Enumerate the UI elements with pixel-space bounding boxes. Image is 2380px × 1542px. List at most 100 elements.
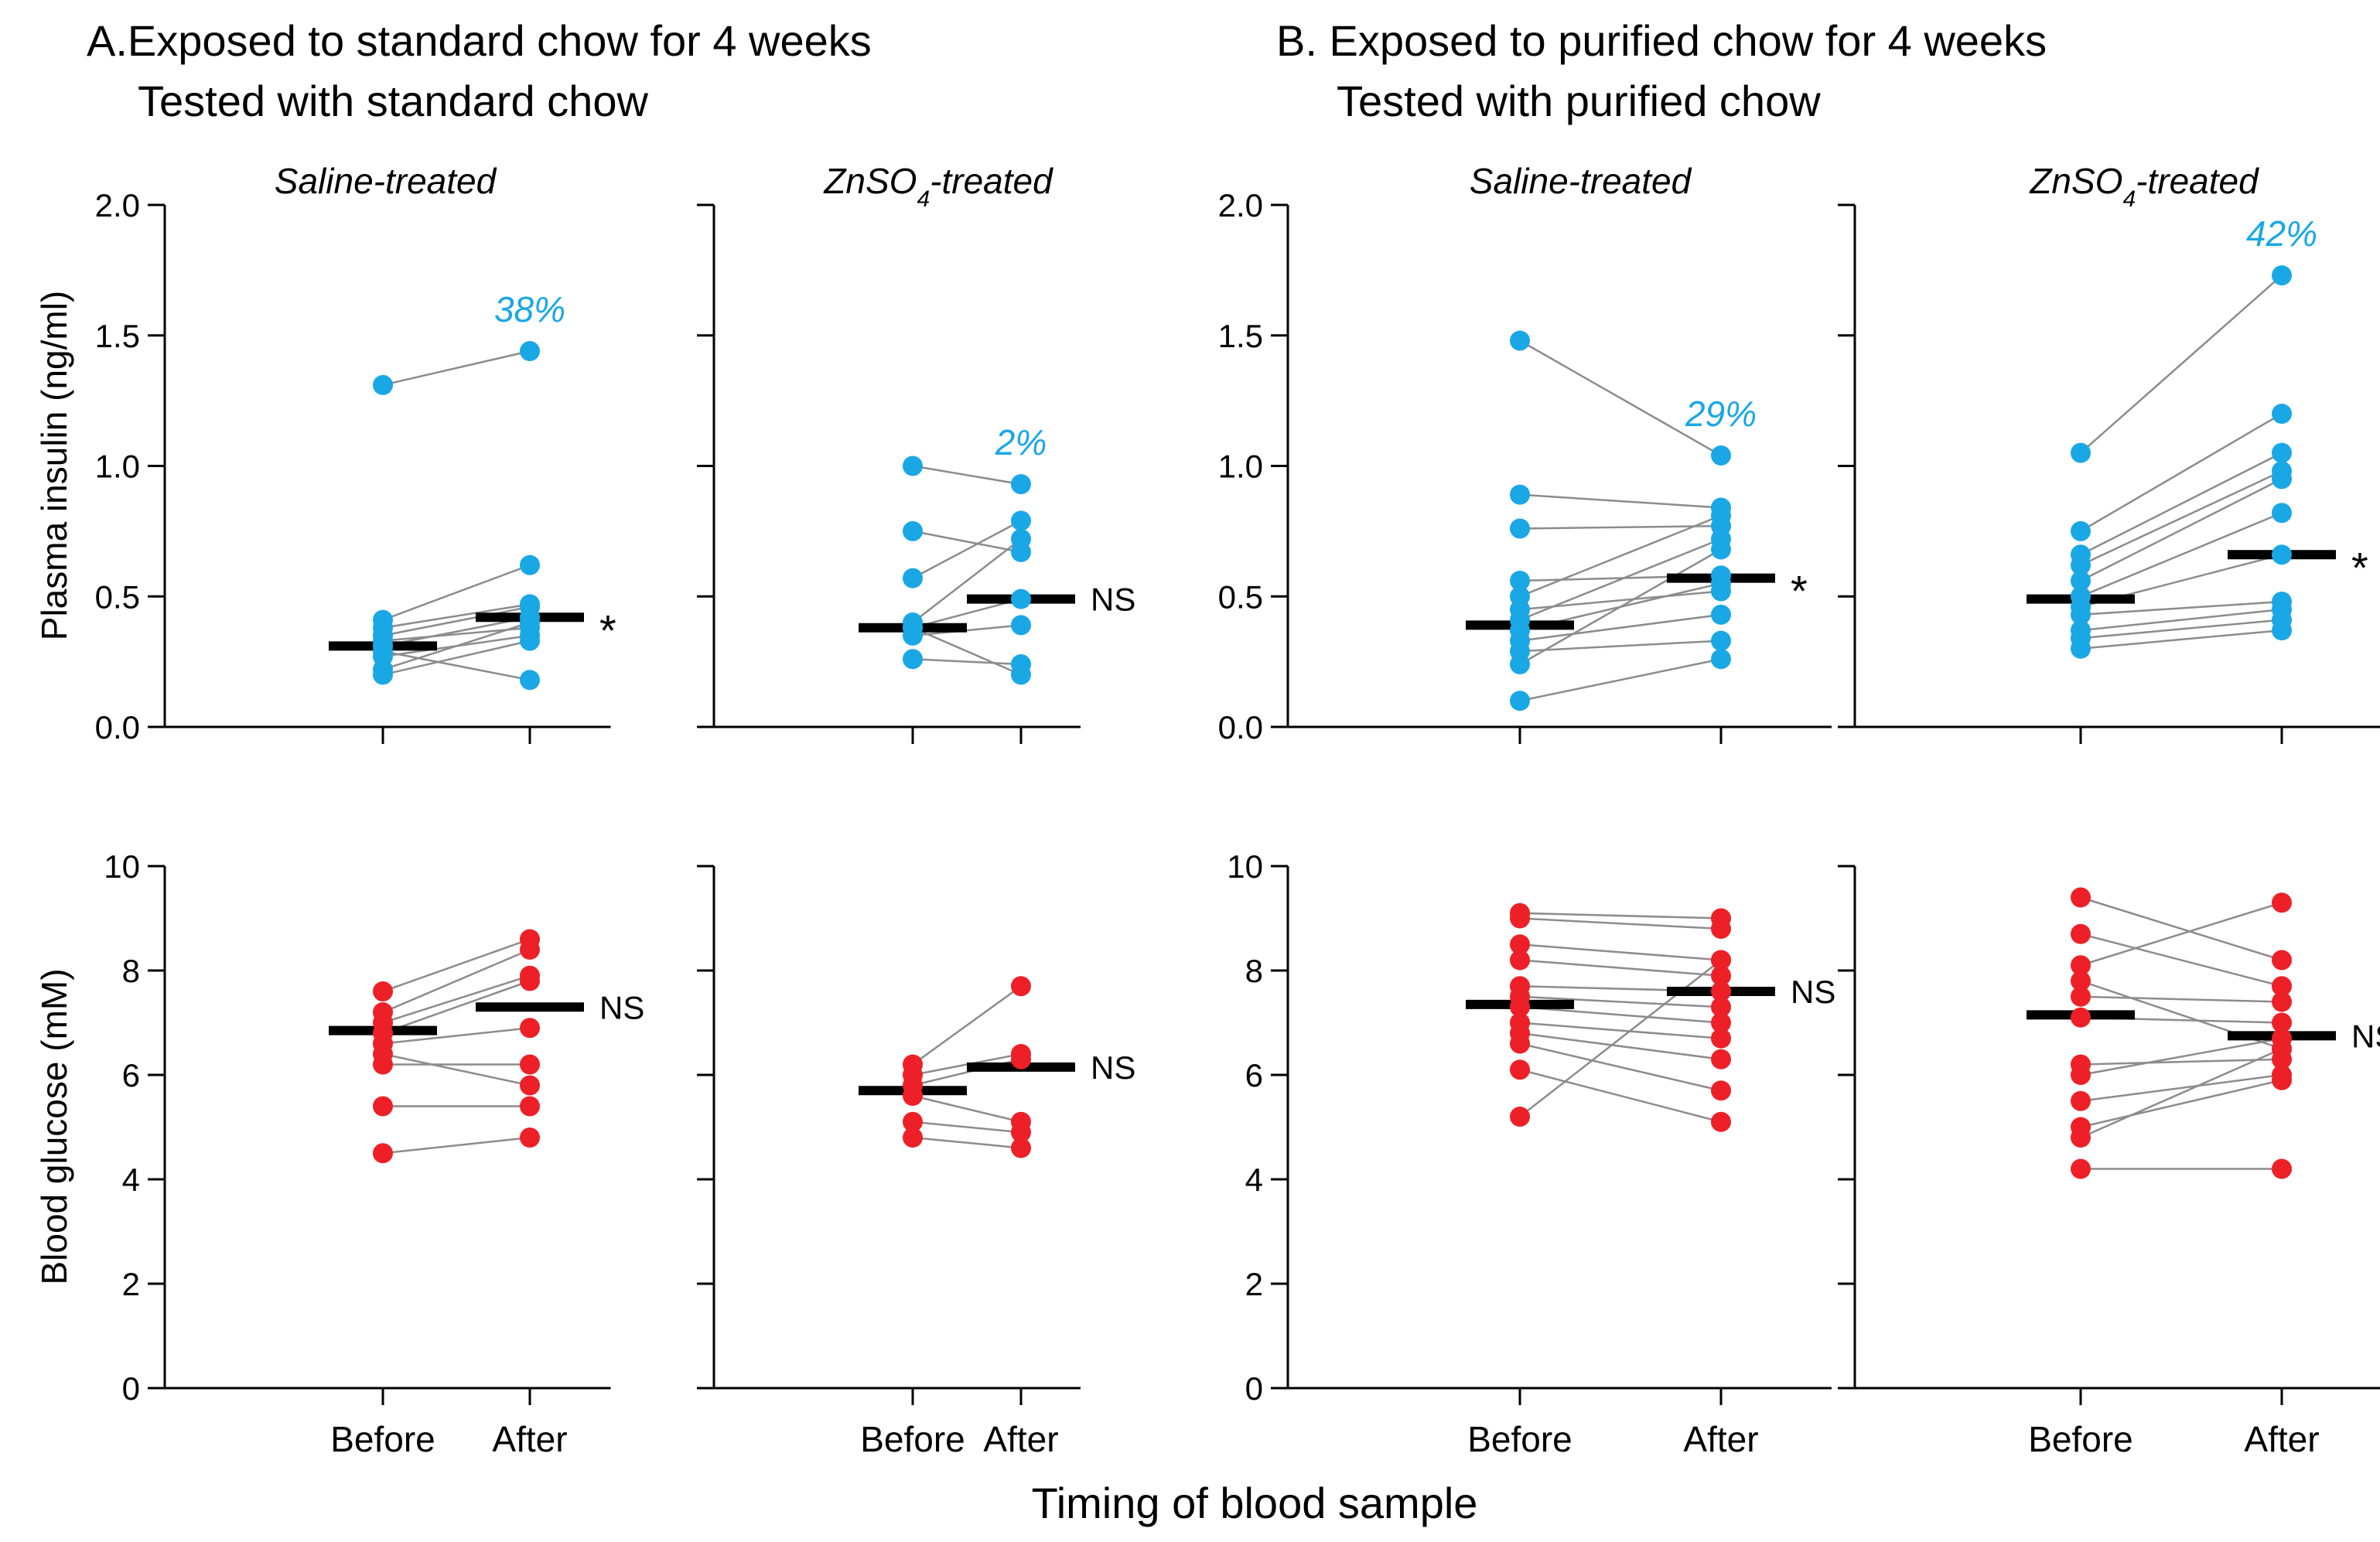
data-point-before [373,1096,393,1117]
y-tick-label: 2.0 [1218,187,1263,223]
data-point-after [1711,997,1731,1018]
data-point-after [1711,604,1731,625]
data-point-after [1011,976,1031,997]
y-tick-label: 10 [1227,848,1263,885]
data-point-before [2071,554,2091,575]
pair-line [1519,613,1722,642]
data-point-before [2071,1158,2091,1179]
pair-line [1519,514,1722,598]
data-point-after [2272,1039,2292,1059]
pair-line [2080,1048,2283,1139]
pair-line [912,465,1022,486]
data-point-before [903,568,923,588]
pair-line [382,564,531,621]
data-point-before [373,664,393,685]
x-category-label: Before [1467,1419,1572,1459]
data-point-after [2272,892,2292,913]
data-point-after [520,670,540,691]
data-point-after [1011,1138,1031,1158]
significance-label: * [599,606,616,654]
pair-line [2080,1037,2283,1076]
pair-line [1519,339,1722,457]
panel-a-znso4-insulin: 2% NS [697,203,1135,744]
data-point-before [1510,908,1530,929]
pair-line [1519,640,1722,653]
significance-label: NS [1091,582,1135,618]
pair-line [2080,470,2283,566]
data-point-after [520,1054,540,1075]
y-tick-label: 8 [122,953,140,989]
data-point-after [520,1096,540,1117]
panel-b-znso4-insulin: 42% * [1838,203,2380,744]
y-tick-label: 1.0 [1218,449,1263,485]
pair-line [1519,537,1722,621]
data-point-after [520,554,540,575]
subtitle-b-znso4-suffix: -treated [2136,161,2259,201]
y-tick-label: 1.5 [1218,318,1263,354]
pair-line [2080,995,2283,1003]
ylabel-glucose: Blood glucose (mM) [34,968,74,1284]
data-point-after [2272,404,2292,424]
pair-line [912,530,1022,554]
panel-b-saline-glucose: 0 2 4 6 8 10 Before After NS [1227,848,1835,1459]
data-point-before [2071,887,2091,908]
pair-line [382,1027,531,1045]
pair-line [382,980,531,1035]
data-point-after [1011,615,1031,636]
subtitle-a-znso4: ZnSO4-treated [823,161,1053,212]
data-point-before [2071,604,2091,625]
data-point-after [2272,469,2292,490]
data-point-before [1510,1059,1530,1080]
pair-line [2080,1079,2283,1128]
data-point-after [1011,474,1031,495]
data-point-after [520,940,540,960]
x-category-label: After [1683,1419,1758,1459]
pair-line [912,598,1022,629]
panel-a-saline-glucose: 0 2 4 6 8 10 Before After NS [104,848,644,1459]
pair-line [382,650,531,681]
data-point-after [1711,630,1731,651]
data-point-before [2071,638,2091,659]
pair-line [1519,1022,1722,1039]
y-tick-label: 0 [1245,1370,1263,1407]
data-point-before [2071,1065,2091,1085]
subtitle-a-znso4-prefix: ZnSO [823,161,917,201]
data-point-before [1510,484,1530,505]
data-point-after [1711,505,1731,526]
data-point-after [2272,265,2292,286]
data-point-after [1711,1049,1731,1070]
data-point-before [2071,971,2091,991]
data-point-after [520,971,540,991]
pair-line [382,621,531,670]
y-tick-label: 8 [1245,953,1263,989]
data-point-after [1711,1111,1731,1132]
x-axis-title: Timing of blood sample [1032,1479,1478,1527]
y-tick-label: 10 [104,848,140,885]
percent-change-label: 42% [2246,213,2317,254]
ylabel-insulin: Plasma insulin (ng/ml) [34,291,74,640]
data-point-before [1510,934,1530,955]
data-point-after [2272,620,2292,641]
data-point-after [1711,1080,1731,1101]
pair-line [1519,493,1722,509]
data-point-before [2071,571,2091,591]
data-point-after [1011,1049,1031,1070]
pair-line [1519,959,1722,1117]
significance-label: * [1791,567,1808,616]
data-point-after [2272,1070,2292,1090]
data-point-before [1510,518,1530,539]
data-point-before [2071,1090,2091,1111]
data-point-after [1011,529,1031,549]
pair-line [1519,1042,1722,1092]
y-tick-label: 0.5 [1218,578,1263,615]
percent-change-label: 29% [1685,394,1757,434]
data-point-before [2071,1128,2091,1148]
panel-b-saline-insulin: 0.0 0.5 1.0 1.5 2.0 29% * [1218,187,1832,745]
data-point-before [373,374,393,395]
pair-line [2080,619,2283,640]
data-point-before [1510,950,1530,971]
data-point-before [1510,654,1530,674]
significance-label: NS [2351,1018,2380,1054]
pair-line [382,1052,531,1087]
data-point-after [520,1128,540,1148]
